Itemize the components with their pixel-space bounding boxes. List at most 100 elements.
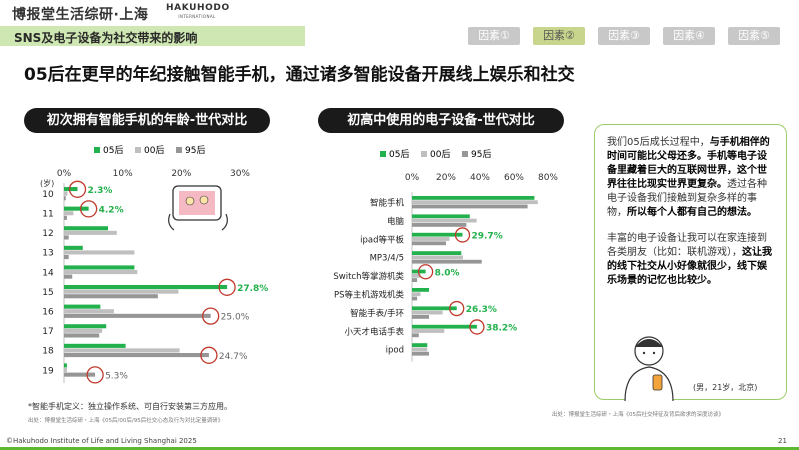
bar-00	[64, 348, 180, 353]
page-headline: 05后在更早的年纪接触智能手机，通过诸多智能设备开展线上娱乐和社交	[24, 65, 575, 85]
category-label: Switch等掌游机类	[333, 271, 404, 282]
highlight-circle	[200, 346, 218, 364]
bar-95	[412, 296, 418, 301]
category-label: 18	[42, 347, 54, 357]
tab-factor-5[interactable]: 因素⑤	[728, 27, 780, 45]
bar-05	[412, 306, 457, 311]
category-label: 17	[42, 327, 53, 337]
category-label: ipad等平板	[360, 234, 404, 245]
copyright-text: ©Hakuhodo Institute of Life and Living S…	[6, 437, 197, 445]
phone-illustration	[168, 185, 228, 231]
tab-factor-1[interactable]: 因素①	[468, 27, 520, 45]
category-label: ipod	[386, 346, 404, 356]
logo-sub-text: INTERNATIONAL	[178, 14, 216, 19]
bar-05	[64, 245, 83, 250]
quote-text: 丰富的电子设备让我可以在家连接到各类朋友（比如：联机游戏），	[607, 233, 767, 258]
category-label: 10	[42, 190, 54, 200]
highlight-circle	[469, 319, 485, 335]
chart1-legend: 05后 00后 95后	[94, 145, 205, 156]
quote-text: 透过各种电子设备我们接触到复杂多样的事物，	[607, 179, 767, 218]
bar-00	[412, 347, 428, 352]
tab-factor-3[interactable]: 因素③	[598, 27, 650, 45]
bar-05	[64, 265, 135, 270]
phone-age-chart: 05后 00后 95后 (岁) 0% 10% 20% 30% 10 11 12 13 14 15 1…	[40, 145, 268, 384]
bar-00	[64, 309, 114, 314]
bar-05	[64, 285, 228, 290]
bar-95	[64, 215, 67, 220]
highlight-circle	[68, 180, 87, 198]
category-label: 13	[42, 249, 53, 259]
legend-label-95: 95后	[471, 149, 491, 160]
quote-text: 我们05后成长过程中，	[607, 137, 710, 148]
bar-95	[64, 294, 158, 299]
hakuhodo-logo: HAKUHODO INTERNATIONAL	[166, 3, 229, 19]
bar-05	[64, 226, 108, 231]
highlight-circle	[202, 307, 220, 325]
x-tick-label: 20%	[436, 173, 456, 183]
legend-label-00: 00后	[144, 145, 164, 156]
bar-95	[412, 315, 429, 319]
x-tick-label: 30%	[230, 169, 250, 179]
bottom-accent-line	[0, 447, 799, 450]
data-label: 26.3%	[466, 305, 497, 315]
quote-emphasis: 这让我的线下社交从小好像就很少，线下娱乐场景的记忆也比较少。	[607, 247, 772, 286]
bar-95	[412, 259, 482, 264]
data-label: 27.8%	[237, 284, 268, 294]
data-label: 8.0%	[435, 268, 460, 278]
category-label: 12	[42, 229, 53, 239]
page-number: 21	[778, 437, 787, 445]
bar-95	[64, 274, 73, 279]
legend-swatch-05	[94, 147, 100, 153]
bar-05	[412, 324, 477, 329]
data-label: 25.0%	[221, 313, 250, 323]
category-label: 小天才电话手表	[344, 326, 404, 337]
x-tick-label: 80%	[538, 173, 558, 183]
bar-05	[64, 324, 107, 329]
bar-95	[64, 235, 69, 240]
category-label: 16	[42, 308, 54, 318]
tab-factor-4[interactable]: 因素④	[663, 27, 715, 45]
bar-05	[64, 206, 89, 211]
bar-95	[412, 333, 419, 338]
category-label: 智能手表/手环	[350, 308, 404, 319]
bar-00	[412, 329, 445, 333]
bar-00	[412, 218, 477, 223]
legend-label-00: 00后	[430, 149, 450, 160]
chart-title-devices: 初高中使用的电子设备-世代对比	[318, 108, 564, 133]
category-label: PS等主机游戏机类	[334, 289, 405, 300]
tab-factor-2[interactable]: 因素②	[533, 27, 585, 45]
x-tick-label: 20%	[171, 169, 191, 179]
highlight-circle	[454, 227, 471, 243]
bar-05	[64, 304, 101, 309]
bar-95	[412, 278, 418, 282]
data-label: 5.3%	[105, 371, 128, 381]
legend-swatch-05	[380, 151, 386, 157]
category-label: 电脑	[387, 216, 405, 227]
source-left: 出处：博报堂生活综研・上海《05后/00后/95后社交心态及行为对比定量调研》	[28, 418, 224, 424]
highlight-circle	[449, 300, 465, 317]
bar-00	[412, 255, 463, 260]
bar-95	[64, 313, 211, 318]
highlight-circle	[218, 278, 236, 296]
data-label: 24.7%	[219, 352, 248, 362]
data-label: 38.2%	[486, 323, 517, 333]
bar-00	[64, 289, 179, 294]
quote-paragraph-2: 丰富的电子设备让我可以在家连接到各类朋友（比如：联机游戏），这让我的线下社交从小…	[607, 232, 776, 288]
bar-95	[64, 196, 66, 201]
bar-00	[64, 211, 74, 216]
bar-00	[64, 191, 68, 196]
bar-95	[64, 255, 69, 260]
bar-05	[412, 288, 429, 292]
bar-95	[64, 372, 96, 377]
bar-00	[64, 250, 135, 255]
bar-05	[64, 363, 67, 368]
brand-title: 博报堂生活综研·上海	[12, 7, 149, 23]
bar-05	[412, 196, 535, 200]
bar-95	[64, 353, 209, 358]
bar-00	[64, 328, 103, 333]
category-label: 14	[42, 268, 54, 278]
legend-label-05: 05后	[389, 149, 409, 160]
data-label: 29.7%	[471, 231, 502, 241]
interviewee-caption: (男，21岁，北京)	[693, 383, 758, 392]
